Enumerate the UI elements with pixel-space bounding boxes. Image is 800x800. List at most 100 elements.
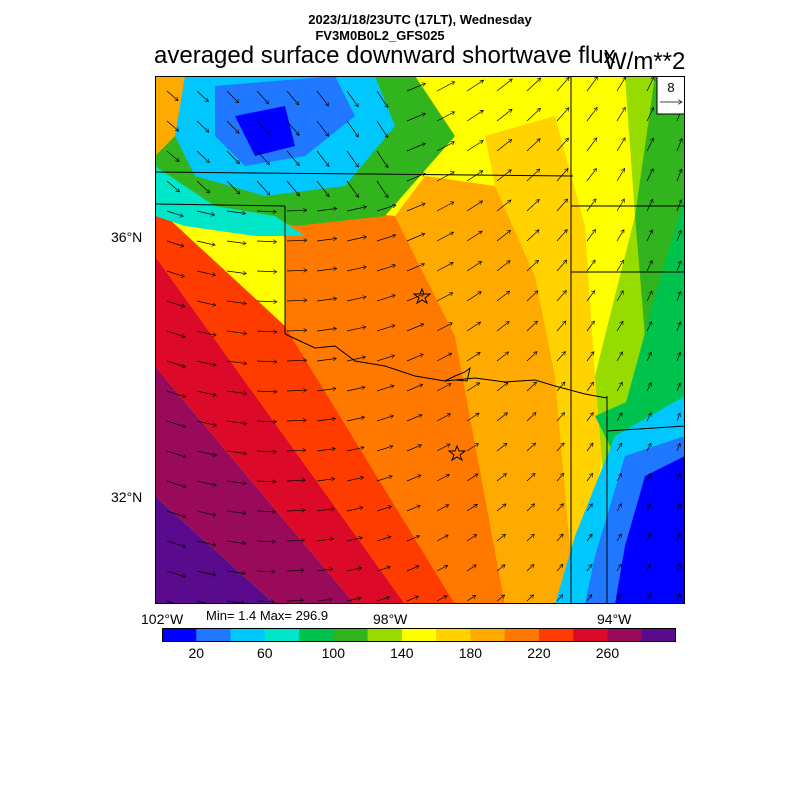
wind-vector [196, 420, 217, 426]
wind-vector [346, 267, 366, 272]
wind-vector [526, 352, 537, 362]
wind-vector [616, 168, 625, 182]
wind-vector [166, 390, 186, 397]
wind-vector [376, 295, 395, 302]
wind-vector [166, 600, 185, 604]
wind-vector [676, 291, 681, 302]
wind-vector [166, 480, 186, 487]
wind-vector [346, 417, 365, 422]
wind-vector [496, 534, 506, 542]
wind-vector [226, 510, 246, 514]
wind-vector [586, 564, 592, 572]
wind-vector [616, 291, 624, 302]
wind-vector [496, 139, 512, 152]
wind-vector [616, 413, 623, 422]
colorbar-swatch [230, 628, 266, 642]
wind-vector [616, 473, 622, 482]
wind-vector [346, 387, 365, 392]
station-stars [412, 287, 467, 462]
wind-vector [256, 571, 275, 572]
wind-vector [466, 110, 483, 122]
wind-vector [676, 534, 680, 542]
wind-vector [496, 261, 510, 272]
wind-vector [496, 504, 506, 512]
wind-vector [436, 172, 454, 182]
wind-vector [166, 180, 180, 192]
wind-vector [226, 450, 247, 454]
wind-vector [556, 413, 565, 422]
wind-vector [676, 261, 681, 272]
wind-vector [466, 141, 483, 152]
wind-vector [526, 199, 539, 212]
wind-vector [616, 504, 622, 512]
wind-vector [316, 90, 329, 106]
wind-vector [376, 265, 396, 272]
wind-vector [256, 301, 277, 302]
wind-vector [556, 199, 568, 212]
wind-vector [616, 321, 624, 332]
wind-vector [346, 447, 364, 452]
wind-vector [616, 564, 622, 572]
wind-vector [406, 173, 425, 182]
wind-vector [406, 505, 420, 512]
wind-vector [406, 324, 424, 332]
wind-vector [616, 594, 622, 602]
wind-vector [466, 595, 476, 602]
wind-vector [166, 120, 179, 131]
wind-vector [316, 328, 337, 332]
wind-vector [496, 322, 509, 332]
wind-vector [346, 90, 358, 107]
units-label: W/m**2 [604, 48, 686, 75]
wind-vector [646, 108, 654, 122]
wind-vector [646, 473, 651, 482]
wind-vector [646, 564, 651, 572]
wind-vector [616, 199, 625, 212]
wind-vector [406, 536, 420, 542]
wind-vector [436, 474, 449, 482]
colorbar-swatch [436, 628, 471, 642]
wind-vector [286, 390, 307, 391]
wind-vector [436, 565, 448, 572]
wind-vector [646, 230, 653, 242]
wind-vector [466, 292, 481, 302]
wind-vector [556, 564, 563, 572]
lat-label-36: 36°N [111, 229, 143, 245]
wind-vector [646, 138, 653, 152]
wind-vector [316, 238, 337, 242]
wind-vector [166, 300, 185, 307]
wind-vector [256, 180, 270, 195]
wind-vector [226, 210, 246, 214]
wind-vector [496, 79, 512, 92]
wind-vector [316, 449, 335, 452]
wind-vector [196, 510, 216, 515]
wind-vector [376, 235, 396, 242]
wind-vector [616, 443, 623, 452]
wind-vector [586, 77, 598, 92]
wind-vector [406, 203, 425, 212]
colorbar [162, 628, 676, 642]
wind-vector [406, 566, 419, 572]
colorbar-swatch [333, 628, 368, 642]
wind-vector [526, 382, 537, 392]
wind-vector [286, 180, 300, 196]
wind-vector [466, 413, 479, 422]
wind-vector [526, 413, 536, 422]
wind-vector [526, 108, 541, 122]
wind-vector [526, 504, 535, 512]
lon-label-102: 102°W [141, 611, 184, 627]
wind-vector [376, 446, 393, 452]
colorbar-tick-label: 260 [595, 645, 620, 661]
wind-vector [556, 595, 563, 602]
wind-vector [616, 260, 624, 272]
wind-vector [496, 595, 505, 602]
wind-vector [196, 180, 210, 193]
wind-vector [406, 264, 425, 272]
wind-vector [286, 90, 299, 105]
wind-vector [646, 443, 651, 452]
colorbar-swatch [641, 628, 676, 642]
wind-vector [226, 240, 246, 244]
wind-vector [286, 450, 306, 451]
wind-vector [646, 413, 651, 422]
wind-vector [676, 593, 680, 602]
wind-vector [466, 444, 479, 452]
